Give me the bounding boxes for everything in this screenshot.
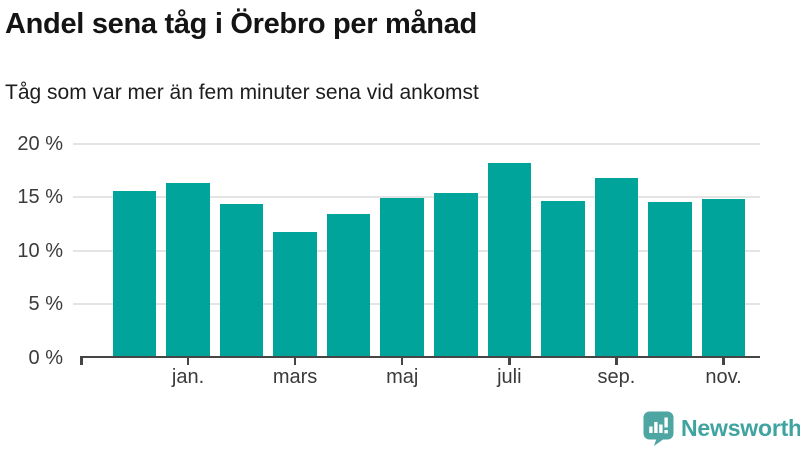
bar [487, 162, 532, 358]
x-axis-tick-label: nov. [705, 366, 742, 388]
bar [434, 192, 478, 358]
newsworthy-logo-icon [643, 411, 674, 446]
y-axis-tick-label: 0 % [28, 346, 63, 369]
bar [541, 201, 585, 358]
bar [112, 190, 157, 358]
newsworthy-wordmark: Newsworthy [681, 415, 800, 441]
bar [166, 183, 210, 358]
gridline [73, 196, 760, 198]
x-axis-tick-label: jan. [171, 366, 205, 388]
bar [380, 198, 424, 358]
gridline [73, 142, 760, 145]
x-axis-tick-label: sep. [597, 366, 636, 388]
x-axis-tick [615, 355, 618, 365]
bar [273, 232, 317, 358]
chart-subtitle: Tåg som var mer än fem minuter sena vid … [5, 81, 479, 104]
x-axis-tick [186, 355, 190, 365]
x-axis-tick [400, 355, 404, 365]
bar [326, 214, 371, 358]
x-axis-tick-label: maj [386, 366, 419, 388]
bar [219, 204, 264, 358]
bar [648, 202, 692, 358]
y-axis-tick-label: 10 % [17, 239, 63, 262]
x-axis-tick [293, 355, 297, 365]
chart-title: Andel sena tåg i Örebro per månad [5, 8, 477, 40]
x-axis-tick-label: juli [497, 366, 522, 388]
y-axis-tick-label: 20 % [17, 132, 63, 155]
x-axis-tick-label: mars [272, 366, 318, 388]
bar [594, 177, 639, 358]
x-axis-tick [722, 355, 725, 365]
y-axis-tick-label: 5 % [28, 293, 63, 315]
x-axis-line [80, 355, 760, 358]
x-axis-origin-tick [80, 355, 83, 365]
y-axis-tick-label: 15 % [17, 186, 63, 208]
x-axis-tick [508, 355, 511, 365]
bar [701, 199, 746, 358]
newsworthy-logo: Newsworthy [643, 411, 800, 446]
